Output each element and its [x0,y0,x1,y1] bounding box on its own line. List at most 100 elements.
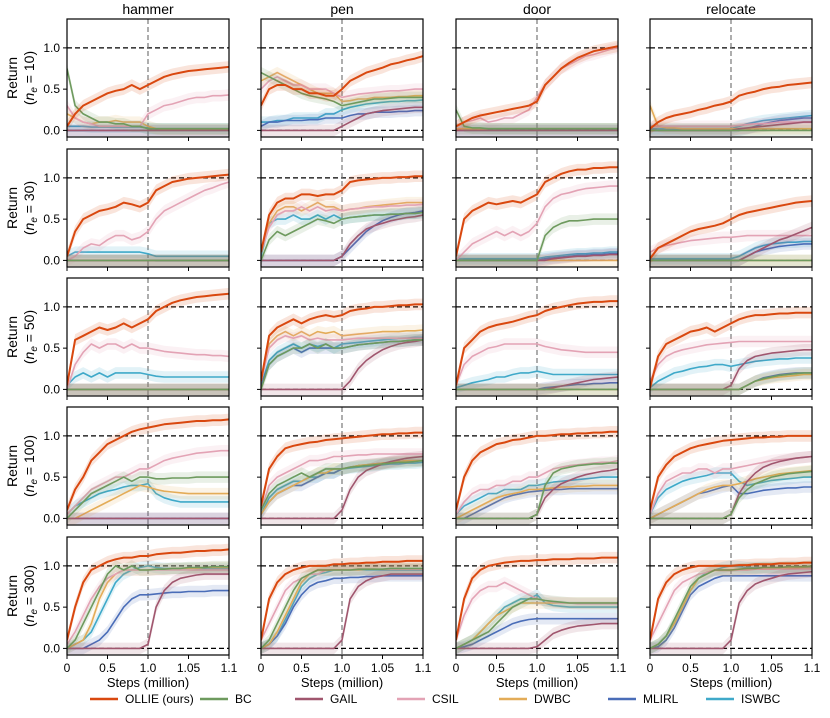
series-band-ollie-ours- [650,306,812,394]
series-line-iswbc [67,372,229,386]
series-band-mlirl [650,367,812,396]
legend-label: ISWBC [741,692,781,706]
series-line-bc [456,598,618,650]
y-tick-label: 1.0 [43,559,60,573]
panel-relocate-row3 [646,277,813,400]
series-band-csil [650,116,812,132]
series-band-ollie-ours- [261,298,423,387]
series-band-ollie-ours- [67,168,229,262]
series-line-csil [456,185,618,261]
series-line-gail [261,106,423,132]
row-label-top: Return [4,316,20,358]
series-line-csil [261,76,423,99]
row-label-100: Return(ne = 100) [4,435,40,497]
series-band-gail [650,116,812,137]
series-line-csil [650,234,812,253]
series-line-ollie-ours- [650,561,812,641]
legend-item-ollie-ours-: OLLIE (ours) [90,692,194,706]
column-title-door: door [523,1,551,17]
panel-relocate-row4 [646,406,813,529]
x-tick-label: 0.5 [293,661,310,675]
legend-item-bc: BC [200,692,252,706]
series-band-bc [261,66,423,112]
series-band-gail [456,463,618,525]
series-band-ollie-ours- [261,50,423,112]
x-axis-label: Steps (million) [496,675,578,690]
legend-label: MLIRL [643,692,679,706]
panel-relocate-row5: 0 0.5 1.0 1.05 1.1 Steps (million) [646,536,821,690]
series-line-ollie-ours- [261,175,423,253]
series-line-ollie-ours- [67,418,229,511]
series-line-bc [261,339,423,390]
x-tick-label: 0 [647,661,654,675]
panel-door-row5: 0 0.5 1.0 1.05 1.1 Steps (million) [452,536,627,690]
series-line-ollie-ours- [650,434,812,511]
legend-label: DWBC [534,692,571,706]
column-title-hammer: hammer [122,1,174,17]
series-line-iswbc [456,370,618,389]
series-band-gail [650,450,812,525]
x-tick-label: 1.0 [140,661,157,675]
x-tick-label: 1.0 [723,661,740,675]
y-tick-label: 0.5 [43,600,60,614]
series-band-csil [67,445,229,520]
panel-door-row1 [452,18,619,141]
series-line-ollie-ours- [456,430,618,511]
series-line-iswbc [456,476,618,515]
series-band-csil [261,71,423,104]
series-line-iswbc [650,240,812,260]
series-line-mlirl [67,589,229,650]
column-title-relocate: relocate [706,1,756,17]
series-band-bc [261,562,423,655]
series-line-csil [650,455,812,515]
series-band-iswbc [67,478,229,520]
series-line-csil [67,449,229,515]
panel-pen-row2 [257,148,424,271]
series-band-csil [650,450,812,520]
series-band-mlirl [456,482,618,525]
series-band-mlirl [650,238,812,267]
series-line-iswbc [67,482,229,515]
series-line-iswbc [67,251,229,258]
row-label-10: Return(ne = 10) [4,51,40,105]
series-band-dwbc [456,597,618,655]
y-tick-label: 0.5 [43,470,60,484]
series-line-iswbc [650,357,812,389]
series-band-mlirl [261,454,423,520]
series-band-ollie-ours- [456,551,618,646]
x-tick-label: 1.05 [760,661,784,675]
series-line-ollie-ours- [650,311,812,388]
series-band-iswbc [67,367,229,391]
series-band-ollie-ours- [456,40,618,132]
series-line-iswbc [261,99,423,123]
series-line-bc [650,470,812,520]
series-band-bc [650,560,812,655]
series-band-iswbc [650,235,812,265]
series-line-gail [261,214,423,262]
series-band-ollie-ours- [261,170,423,258]
series-line-bc [650,565,812,650]
x-tick-label: 1.1 [610,661,627,675]
panel-hammer-row1: 0.0 0.5 1.0 [43,18,230,141]
panel-hammer-row5: 0.0 0.5 1.0 0 0.5 1.0 1.05 1.1 Steps (million) [43,536,238,690]
y-tick-label: 0.5 [43,82,60,96]
series-line-bc [261,459,423,511]
panel-pen-row1 [257,18,424,141]
series-band-gail [67,568,229,655]
series-line-ollie-ours- [261,303,423,382]
series-band-mlirl [456,612,618,655]
series-line-csil [261,334,423,382]
series-line-mlirl [456,487,618,520]
series-line-bc [456,109,618,130]
series-line-mlirl [650,574,812,650]
legend-label: GAIL [330,692,358,706]
series-line-bc [67,565,229,649]
row-label-top: Return [4,445,20,487]
y-tick-label: 1.0 [43,41,60,55]
x-tick-label: 1.1 [221,661,238,675]
series-line-ollie-ours- [456,556,618,641]
series-band-mlirl [456,377,618,396]
series-line-ollie-ours- [261,559,423,641]
series-line-csil [650,121,812,128]
series-line-csil [67,343,229,390]
